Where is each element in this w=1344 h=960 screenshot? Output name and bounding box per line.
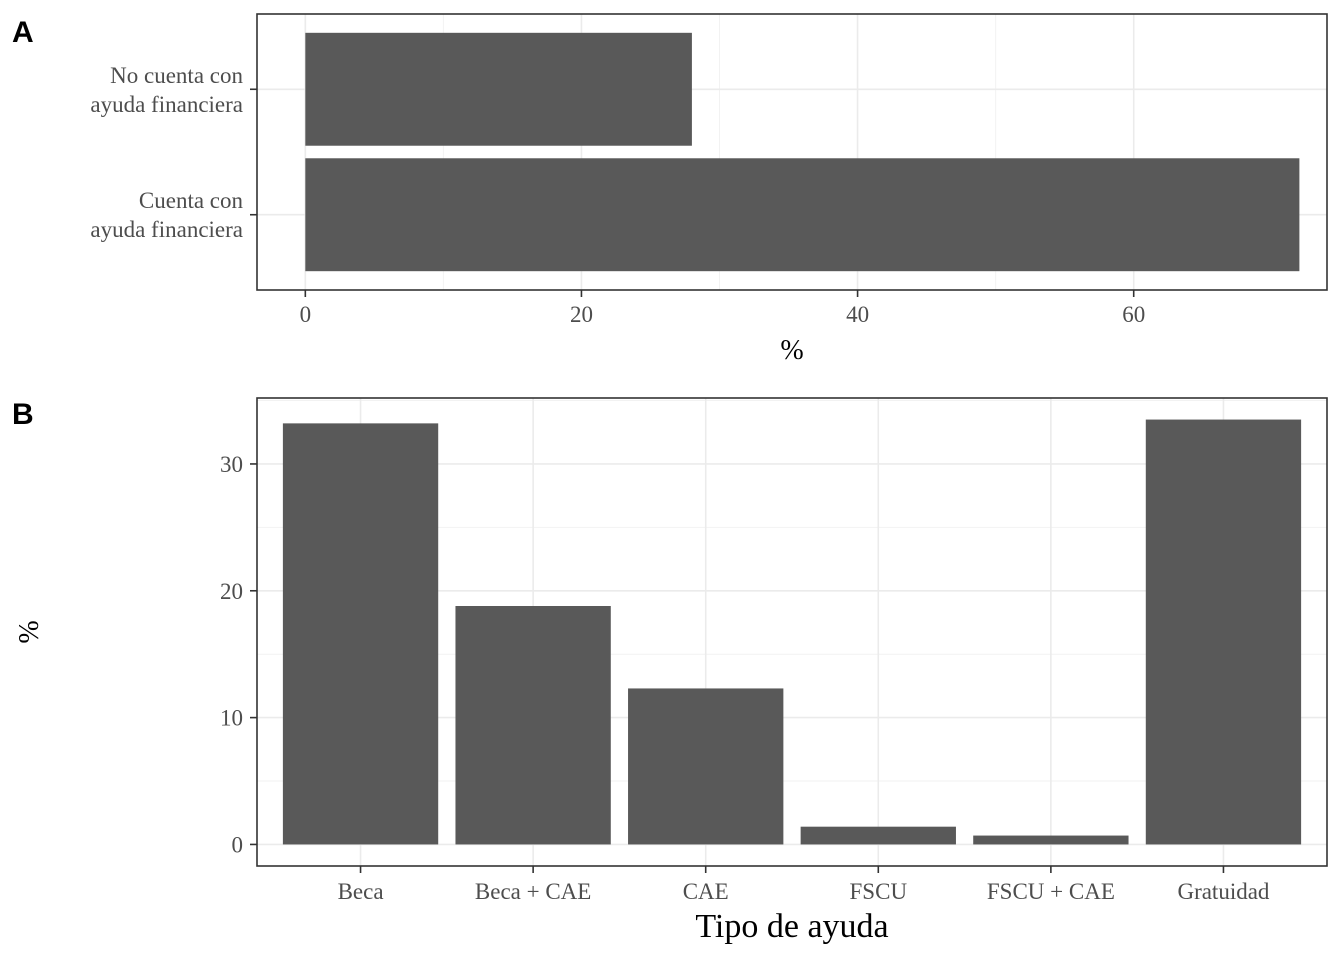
- panel-a-bars: [305, 32, 1300, 272]
- panel-a-bar: [305, 158, 1300, 272]
- panel-b-x-tick-label: Gratuidad: [1177, 879, 1269, 904]
- panel-a-y-tick-label: No cuenta con ayuda financiera: [90, 63, 243, 117]
- panel-b-bar: [282, 423, 439, 845]
- panel-a-tag: A: [12, 16, 34, 49]
- panel-b-x-tick-label: Beca: [338, 879, 384, 904]
- panel-a-x-ticks: 0 20 40 60: [300, 290, 1145, 327]
- panel-a-x-axis-label: %: [780, 335, 803, 366]
- panel-b-y-ticks: 0 10 20 30: [220, 452, 257, 857]
- panel-a-x-tick-label: 20: [570, 302, 593, 327]
- panel-b-bar: [973, 835, 1129, 845]
- panel-b-y-axis-label: %: [14, 620, 45, 643]
- panel-a-y-tick-label: Cuenta con ayuda financiera: [90, 188, 243, 242]
- panel-b-bar: [1145, 419, 1302, 845]
- panel-b-x-axis-label: Tipo de ayuda: [695, 908, 888, 945]
- panel-b-bar: [455, 606, 611, 845]
- panel-b-y-tick-label: 0: [232, 832, 244, 857]
- panel-b-y-tick-label: 30: [220, 452, 243, 477]
- panel-a-y-ticks: No cuenta con ayuda financiera Cuenta con a…: [90, 63, 257, 242]
- panel-b-x-tick-label: CAE: [683, 879, 729, 904]
- panel-b-y-tick-label: 20: [220, 579, 243, 604]
- panel-b-bar: [800, 826, 956, 845]
- panel-a-x-tick-label: 60: [1122, 302, 1145, 327]
- panel-b-x-tick-label: Beca + CAE: [475, 879, 591, 904]
- panel-a-x-tick-label: 40: [846, 302, 869, 327]
- panel-b-x-ticks: Beca Beca + CAE CAE FSCU FSCU + CAE Gratuidad: [338, 866, 1270, 904]
- panel-b: B Beca Beca + CAE CAE FSCU FSCU + CAE Gratuid…: [12, 397, 1328, 945]
- panel-b-bar: [628, 688, 784, 845]
- panel-a-frame: [256, 13, 1328, 291]
- panel-b-tag: B: [12, 398, 34, 431]
- panel-a: A 0 20 40 60 No cuenta con ayuda financiera C…: [12, 13, 1328, 366]
- panel-a-x-tick-label: 0: [300, 302, 312, 327]
- panel-b-y-tick-label: 10: [220, 706, 243, 731]
- panel-b-frame: [256, 397, 1328, 867]
- panel-b-x-tick-label: FSCU + CAE: [987, 879, 1115, 904]
- panel-a-bar: [305, 32, 692, 146]
- panel-b-bars: [282, 419, 1302, 845]
- panel-b-x-tick-label: FSCU: [850, 879, 908, 904]
